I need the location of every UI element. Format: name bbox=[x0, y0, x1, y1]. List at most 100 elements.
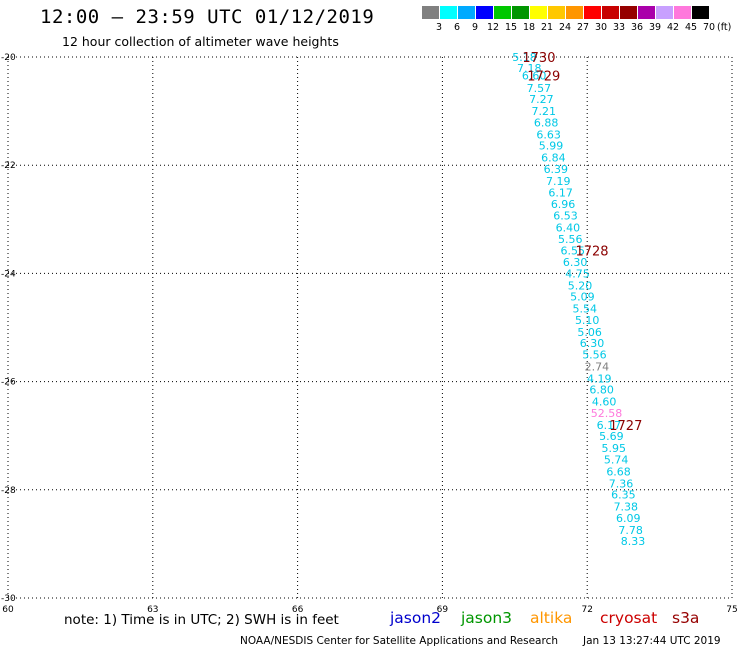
footer-credit: NOAA/NESDIS Center for Satellite Applica… bbox=[240, 635, 558, 647]
swh-value: 5.09 bbox=[570, 291, 595, 304]
swh-value: 8.33 bbox=[621, 535, 646, 548]
y-tick-label: -20 bbox=[1, 53, 16, 63]
legend-swatch bbox=[674, 6, 691, 19]
chart-subtitle: 12 hour collection of altimeter wave hei… bbox=[62, 34, 339, 49]
swh-value: 5.06 bbox=[577, 326, 602, 339]
swh-value: 6.30 bbox=[563, 256, 588, 269]
legend-label: 12 bbox=[486, 22, 500, 33]
swh-value: 6.09 bbox=[616, 512, 641, 525]
legend-label: 15 bbox=[504, 22, 518, 33]
swh-value: 7.19 bbox=[546, 175, 571, 188]
time-label: 1730 bbox=[522, 51, 555, 66]
legend-swatch bbox=[548, 6, 565, 19]
swh-value: 6.17 bbox=[548, 186, 573, 199]
swh-value: 5.99 bbox=[539, 140, 564, 153]
swh-value: 5.95 bbox=[601, 442, 626, 455]
swh-value: 7.27 bbox=[529, 93, 554, 106]
swh-value: 5.74 bbox=[604, 454, 629, 467]
time-labels: 1730 1729 1728 1727 bbox=[522, 51, 642, 434]
legend-label: 30 bbox=[594, 22, 608, 33]
note-text: note: 1) Time is in UTC; 2) SWH is in fe… bbox=[64, 612, 339, 628]
swh-value: 7.57 bbox=[527, 82, 552, 95]
swh-value: 6.55 bbox=[560, 245, 585, 258]
legend-label: 70 bbox=[702, 22, 716, 33]
swh-value: 6.30 bbox=[580, 337, 605, 350]
y-tick-label: -26 bbox=[1, 378, 16, 388]
x-tick-label: 63 bbox=[147, 605, 158, 615]
swh-value: 6.88 bbox=[534, 116, 559, 129]
time-label: 1728 bbox=[575, 245, 608, 260]
axis-tick-labels: 60 63 66 69 72 75 -20 -22 -24 -26 -28 -30 bbox=[1, 53, 738, 615]
legend-swatch bbox=[656, 6, 673, 19]
legend-label: 21 bbox=[540, 22, 554, 33]
swh-value: 7.21 bbox=[532, 105, 557, 118]
legend-label: 42 bbox=[666, 22, 680, 33]
page-title: 12:00 — 23:59 UTC 01/12/2019 bbox=[40, 6, 375, 28]
swh-value: 7.18 bbox=[517, 62, 542, 75]
legend-swatch bbox=[494, 6, 511, 19]
legend-label: 27 bbox=[576, 22, 590, 33]
swh-value: 6.96 bbox=[551, 198, 576, 211]
swh-value: 7.36 bbox=[609, 477, 634, 490]
time-label: 1727 bbox=[609, 419, 642, 434]
swh-value: 5.54 bbox=[573, 303, 598, 316]
legend-swatch bbox=[620, 6, 637, 19]
legend-swatch bbox=[458, 6, 475, 19]
x-tick-label: 69 bbox=[437, 605, 449, 615]
y-tick-label: -22 bbox=[1, 161, 16, 171]
x-tick-label: 66 bbox=[292, 605, 304, 615]
legend-swatch bbox=[602, 6, 619, 19]
satellite-jason3: jason3 bbox=[461, 609, 513, 627]
swh-value: 7.38 bbox=[614, 501, 639, 514]
y-tick-label: -24 bbox=[1, 269, 16, 279]
grid-lines bbox=[7, 56, 733, 599]
swh-value: 5.18 bbox=[512, 51, 537, 64]
legend-label: 18 bbox=[522, 22, 536, 33]
legend-swatch bbox=[638, 6, 655, 19]
legend-swatch bbox=[530, 6, 547, 19]
swh-value: 2.74 bbox=[585, 360, 610, 373]
y-tick-label: -28 bbox=[1, 486, 16, 496]
legend-label: 24 bbox=[558, 22, 572, 33]
legend-label: 33 bbox=[612, 22, 626, 33]
swh-value: 5.20 bbox=[568, 279, 593, 292]
satellite-s3a: s3a bbox=[672, 609, 700, 627]
satellite-jason2: jason2 bbox=[390, 609, 442, 627]
x-tick-label: 60 bbox=[2, 605, 14, 615]
swh-value: 6.84 bbox=[541, 152, 566, 165]
legend-swatch bbox=[584, 6, 601, 19]
swh-value: 6.40 bbox=[556, 221, 581, 234]
swh-value: 6.80 bbox=[589, 384, 614, 397]
swh-value: 4.19 bbox=[587, 372, 612, 385]
swh-value: 5.10 bbox=[575, 314, 600, 327]
satellite-cryosat: cryosat bbox=[600, 609, 658, 627]
generation-timestamp: Jan 13 13:27:44 UTC 2019 bbox=[583, 635, 721, 647]
legend-label: 3 bbox=[435, 22, 443, 33]
swh-value: 6.63 bbox=[536, 128, 561, 141]
legend-swatch bbox=[440, 6, 457, 19]
swh-value: 5.56 bbox=[582, 349, 607, 362]
legend-label: 45 bbox=[684, 22, 698, 33]
swh-value: 6.53 bbox=[553, 210, 578, 223]
legend-swatch bbox=[692, 6, 709, 19]
data-points: 5.187.186.607.577.277.216.886.635.996.84… bbox=[512, 51, 645, 548]
x-tick-label: 75 bbox=[726, 605, 737, 615]
swh-value: 52.58 bbox=[591, 407, 623, 420]
swh-value: 5.56 bbox=[558, 233, 583, 246]
swh-value: 6.39 bbox=[544, 163, 569, 176]
swh-value: 6.60 bbox=[522, 69, 547, 82]
legend-swatch bbox=[422, 6, 439, 19]
legend-label: 39 bbox=[648, 22, 662, 33]
time-label: 1729 bbox=[527, 69, 560, 84]
satellite-altika: altika bbox=[530, 609, 573, 627]
swh-value: 5.69 bbox=[599, 430, 624, 443]
y-tick-label: -30 bbox=[1, 594, 16, 604]
legend-swatch bbox=[476, 6, 493, 19]
x-tick-label: 72 bbox=[581, 605, 592, 615]
swh-value: 7.78 bbox=[618, 524, 643, 537]
legend-label: 36 bbox=[630, 22, 644, 33]
swh-value: 6.35 bbox=[611, 489, 636, 502]
swh-value: 4.60 bbox=[592, 396, 617, 409]
legend-swatch bbox=[512, 6, 529, 19]
